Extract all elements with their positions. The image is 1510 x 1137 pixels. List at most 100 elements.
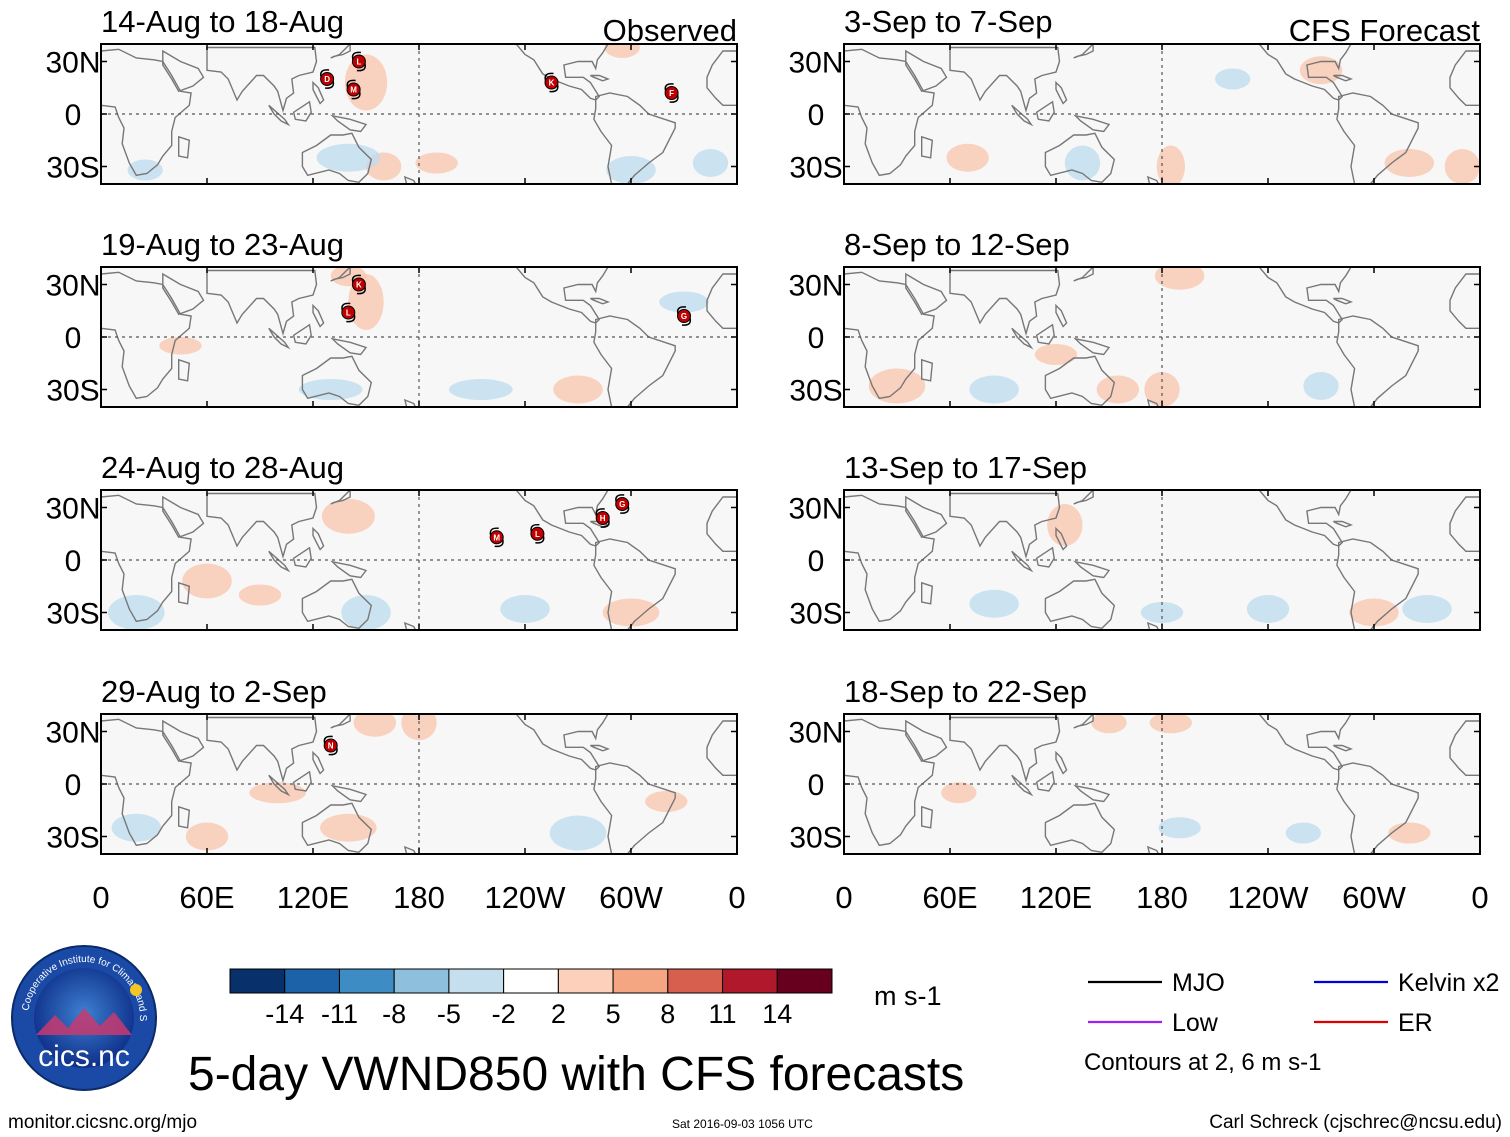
anomaly-shading (401, 714, 437, 741)
coastline (1333, 74, 1354, 82)
coastline (921, 805, 934, 829)
coastline (206, 46, 318, 114)
anomaly-shading (1349, 598, 1399, 627)
colorbar-swatch (722, 968, 778, 994)
anomaly-shading (1299, 56, 1343, 85)
storm-letter: D (324, 75, 330, 84)
storm-marker: K (351, 274, 366, 295)
map-panel: 30N 0 30S 18-Sep to 22-Sep (788, 674, 1481, 855)
coastline (330, 337, 368, 356)
colorbar-swatch (229, 968, 286, 994)
map-panel: D L M K F 30N 0 30S 14-Aug to 18-Aug Observed (45, 4, 738, 185)
coastline (515, 267, 609, 324)
anomaly-shading (159, 337, 202, 355)
x-axis-right: 0 60E 120E 180 120W 60W 0 (835, 880, 1488, 915)
coastline (301, 132, 373, 184)
colorbar-swatch (667, 968, 724, 994)
map-panel: 30N 0 30S 13-Sep to 17-Sep (788, 450, 1481, 631)
colorbar-swatch (393, 968, 450, 994)
y-tick-label: 30N (788, 493, 843, 526)
coastline (949, 269, 1061, 337)
y-tick-label: 30S (46, 598, 99, 631)
anomaly-shading (602, 598, 660, 627)
storm-marker: M (489, 527, 504, 548)
coastline (515, 490, 609, 547)
y-tick-label: 0 (808, 769, 825, 802)
coastline (1449, 273, 1480, 329)
anomaly-shading (320, 813, 377, 842)
x-tick-label: 180 (1136, 880, 1188, 915)
coastline (403, 398, 417, 407)
coastline (330, 714, 351, 729)
anomaly-shading (185, 822, 229, 851)
coastline (162, 719, 205, 763)
coastline (949, 716, 1061, 784)
storm-letter: K (356, 281, 362, 290)
map-panel: 30N 0 30S 8-Sep to 12-Sep (788, 227, 1481, 408)
coastline (1336, 315, 1419, 407)
storm-marker: L (351, 51, 366, 72)
anomaly-shading (449, 379, 513, 400)
coastline (1333, 520, 1354, 528)
anomaly-shading (108, 595, 165, 630)
storm-marker: K (544, 72, 559, 93)
x-tick-label: 60W (599, 880, 663, 915)
anomaly-shading (1156, 145, 1185, 184)
map-panel: M L H G 30N 0 30S 24-Aug to 28-Aug (45, 450, 738, 631)
period-label: 14-Aug to 18-Aug (101, 4, 344, 39)
storm-letter: L (346, 309, 351, 318)
coastline (1055, 303, 1068, 328)
coastline (330, 560, 368, 579)
coastline (706, 496, 737, 552)
storm-letter: K (549, 79, 555, 88)
y-tick-label: 0 (808, 545, 825, 578)
anomaly-shading (1140, 602, 1184, 623)
x-tick-label: 0 (92, 880, 109, 915)
coastline (1073, 560, 1111, 579)
colorbar-swatch (557, 968, 614, 994)
anomaly-shading (182, 563, 232, 599)
coastline (1258, 267, 1352, 324)
coastline (330, 267, 351, 282)
coastline (1044, 578, 1116, 630)
anomaly-shading (1444, 149, 1480, 184)
y-tick-label: 30S (789, 152, 842, 185)
x-tick-label: 180 (393, 880, 445, 915)
y-tick-label: 30S (46, 375, 99, 408)
coastline (1011, 550, 1034, 573)
anomaly-shading (606, 156, 656, 184)
coastline (844, 271, 935, 400)
y-tick-label: 30N (788, 270, 843, 303)
y-tick-label: 0 (808, 322, 825, 355)
legend-label: Low (1172, 1009, 1219, 1037)
coastline (905, 719, 948, 763)
coastline (905, 272, 948, 316)
y-tick-label: 30N (45, 717, 100, 750)
coastline (1146, 398, 1160, 407)
coastline (1333, 297, 1354, 305)
y-tick-label: 30S (789, 822, 842, 855)
y-tick-label: 30N (45, 270, 100, 303)
map-panel: 30N 0 30S 3-Sep to 7-Sep CFS Forecast (788, 4, 1481, 185)
coastline (515, 714, 609, 771)
coastline (706, 720, 737, 776)
anomaly-shading (344, 54, 388, 111)
colorbar-tick-label: 11 (709, 999, 737, 1029)
column-label: Observed (603, 13, 737, 48)
coastline (949, 46, 1061, 114)
colorbar-swatch (776, 968, 833, 994)
anomaly-shading (1144, 372, 1180, 407)
y-tick-label: 0 (65, 769, 82, 802)
anomaly-shading (1064, 145, 1101, 181)
anomaly-shading (353, 714, 397, 737)
y-tick-label: 0 (808, 99, 825, 132)
coastline (1258, 714, 1352, 771)
legend-note: Contours at 2, 6 m s-1 (1084, 1049, 1321, 1076)
storm-letter: L (535, 530, 540, 539)
coastline (268, 327, 291, 350)
x-tick-label: 0 (835, 880, 852, 915)
coastline (178, 581, 191, 605)
coastline (292, 323, 312, 345)
coastline (921, 581, 934, 605)
